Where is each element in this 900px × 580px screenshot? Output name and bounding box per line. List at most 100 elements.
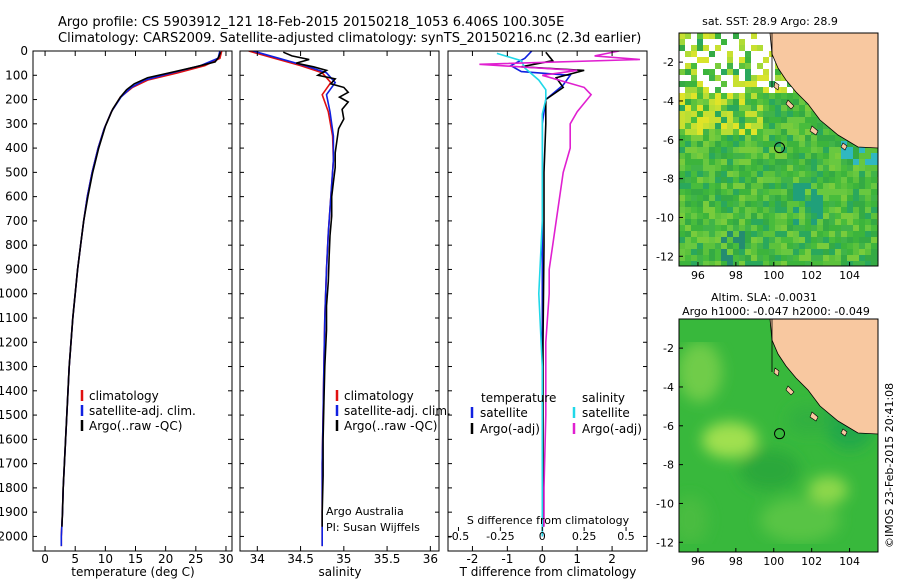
sst-cell [697,177,703,183]
sst-cell [787,249,793,255]
sst-map-axes: 96 98 100 102 104 -2 -4 -6 -8 -10 -12 [656,56,860,282]
sst-cell [679,123,685,129]
temperature-lines [60,51,223,547]
sst-cell [709,153,715,159]
sst-cell [865,189,871,195]
sst-cell [817,177,823,183]
sst-cell [799,135,805,141]
sst-cell [793,225,799,231]
sst-cell [841,261,847,266]
sst-cell [721,81,727,87]
sst-cell [853,165,859,171]
sst-cell [697,183,703,189]
sst-cell [757,63,763,69]
sst-cell [865,177,871,183]
sst-cell [853,171,859,177]
sst-cell [703,261,709,266]
sst-cell [751,243,757,249]
sst-cell [871,201,877,207]
sst-cell [733,33,739,39]
sst-cell [775,75,781,81]
sst-cell [835,219,841,225]
sst-cell [775,219,781,225]
sst-cell [727,93,733,99]
sst-cell [715,75,721,81]
sst-cell [799,195,805,201]
y-tick-label: 100 [5,68,28,82]
sst-cell [805,225,811,231]
sst-cell [811,123,817,129]
series-line-2-0 [509,51,572,537]
sst-cell [847,213,853,219]
sst-cell [715,195,721,201]
sst-cell [685,93,691,99]
sst-cell [835,243,841,249]
sst-cell [781,99,787,105]
sst-cell [709,75,715,81]
sst-cell [739,261,745,266]
sst-cell [805,135,811,141]
sst-cell [823,255,829,261]
sla-blob [740,450,800,490]
sst-cell [745,75,751,81]
sst-cell [703,165,709,171]
map-y-tick-label: -6 [663,134,674,147]
sst-cell [715,147,721,153]
sst-cell [835,261,841,266]
s-tick-label: -0.5 [448,530,469,543]
sst-cell [847,219,853,225]
sst-cell [847,189,853,195]
sst-cell [859,261,865,266]
sst-cell [847,249,853,255]
sst-cell [715,87,721,93]
sst-cell [739,177,745,183]
sst-cell [733,99,739,105]
legend-label: satellite-adj. clim. [89,404,196,418]
sst-cell [709,93,715,99]
sst-cell [715,171,721,177]
sst-cell [841,159,847,165]
sst-cell [823,207,829,213]
sla-blob [788,406,832,434]
sst-cell [709,261,715,266]
sst-cell [805,141,811,147]
temperature-axis: 0 5 10 15 20 25 30 [41,51,234,566]
sst-cell [685,87,691,93]
sst-cell [733,81,739,87]
sst-cell [751,135,757,141]
sst-cell [709,189,715,195]
y-tick-label: 1800 [0,481,28,495]
sst-cell [679,243,685,249]
sst-cell [781,75,787,81]
sst-cell [745,129,751,135]
sst-cell [685,201,691,207]
sst-cell [745,57,751,63]
sla-blob [808,476,848,504]
sst-cell [769,225,775,231]
sst-cell [817,159,823,165]
sst-cell [721,159,727,165]
legend-header-temperature: temperature [481,391,556,405]
sst-cell [757,231,763,237]
map-y-tick-label: -8 [663,459,674,472]
sst-cell [709,69,715,75]
sst-cell [859,243,865,249]
sst-cell [769,231,775,237]
sst-cell [691,213,697,219]
sst-cell [727,99,733,105]
sst-cell [685,225,691,231]
sst-cell [835,135,841,141]
sst-cell [781,243,787,249]
sst-cell [871,147,877,153]
sla-map-frame [678,318,879,553]
sst-cell [763,219,769,225]
sst-cell [769,159,775,165]
sst-cell [703,135,709,141]
map-y-tick-label: -12 [656,536,674,549]
sst-cell [709,105,715,111]
sst-cell [769,99,775,105]
t-difference-xlabel: T difference from climatology [459,565,637,579]
sst-cell [691,147,697,153]
x-tick-label: 35 [336,552,351,566]
